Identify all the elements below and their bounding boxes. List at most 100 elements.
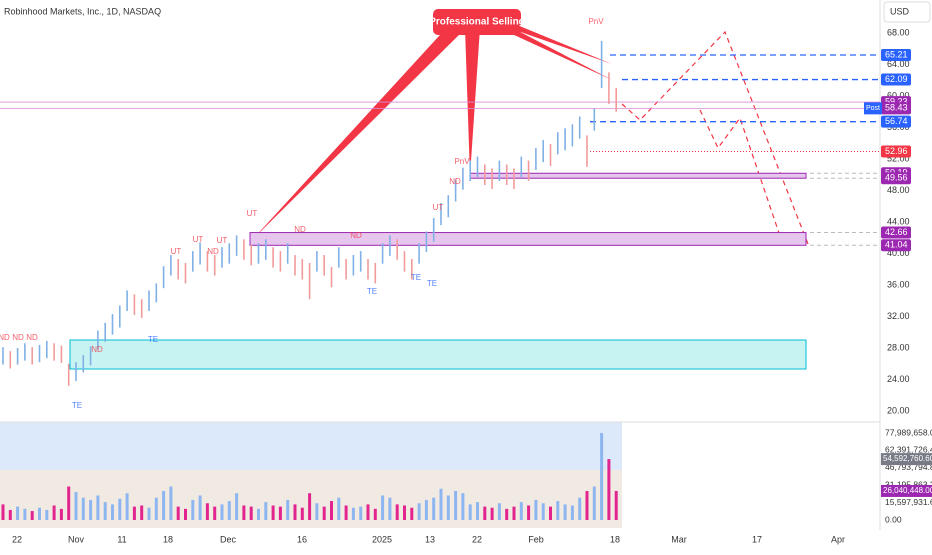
price-badge	[881, 226, 911, 239]
price-badge-label: 49.56	[885, 173, 908, 183]
volume-bar	[483, 506, 487, 520]
signal-label: ND	[0, 333, 10, 342]
signal-label: ND	[449, 177, 461, 186]
y-tick-label: 44.00	[887, 216, 910, 226]
currency-box	[883, 1, 931, 23]
x-tick-label: 13	[425, 534, 435, 544]
price-badge	[881, 48, 911, 61]
volume-bar	[16, 506, 20, 520]
volume-bar	[497, 503, 501, 520]
volume-bar	[286, 499, 290, 520]
volume-tick-label: 77,989,658.00	[885, 427, 932, 437]
signal-label: TE	[148, 335, 158, 344]
volume-bar	[38, 507, 41, 520]
signal-label: UT	[433, 203, 444, 212]
volume-bar	[96, 495, 100, 520]
volume-bar	[563, 504, 567, 520]
volume-bar	[410, 507, 414, 520]
price-badge	[881, 102, 911, 115]
volume-tick-label: 15,597,931.60	[885, 497, 932, 507]
volume-bar	[381, 495, 385, 520]
y-tick-label: 28.00	[887, 342, 910, 352]
volume-bar	[169, 486, 173, 520]
volume-bar	[351, 507, 355, 520]
volume-bar	[344, 505, 348, 520]
zone	[469, 172, 807, 179]
signal-label: UT	[171, 247, 182, 256]
y-tick-label: 32.00	[887, 311, 910, 321]
signal-label: TE	[427, 279, 437, 288]
callout-text: Professional Selling	[429, 17, 525, 28]
volume-bar	[184, 508, 187, 520]
volume-bar	[271, 505, 275, 520]
volume-bar	[585, 490, 589, 520]
x-tick-label: Nov	[68, 534, 85, 544]
volume-bar	[111, 504, 114, 520]
signal-label: ND	[207, 247, 219, 256]
price-badge	[881, 172, 911, 185]
signal-label: UT	[193, 235, 204, 244]
price-badge	[881, 73, 911, 86]
signal-label: UT	[217, 236, 228, 245]
volume-bar	[198, 495, 202, 520]
volume-bar	[439, 488, 443, 520]
volume-bar	[490, 507, 494, 520]
volume-bar	[417, 503, 421, 520]
y-tick-label: 36.00	[887, 279, 910, 289]
volume-bar	[461, 493, 465, 520]
x-tick-label: 22	[12, 534, 22, 544]
volume-bar	[446, 495, 450, 520]
x-tick-label: Mar	[671, 534, 687, 544]
signal-label: PnV	[588, 17, 604, 26]
volume-bar	[300, 507, 304, 520]
volume-bar	[23, 508, 27, 520]
y-tick-label: 20.00	[887, 405, 910, 415]
volume-bar	[264, 502, 268, 520]
volume-tick-label: 62,391,726.40	[885, 445, 932, 455]
x-tick-label: 11	[117, 534, 126, 544]
y-tick-label: 68.00	[887, 27, 910, 37]
volume-bar	[308, 493, 312, 520]
volume-bar	[235, 493, 239, 520]
price-badge	[881, 239, 911, 252]
x-tick-label: Apr	[831, 534, 845, 544]
signal-label: ND	[26, 333, 38, 342]
volume-bar	[549, 506, 552, 520]
volume-bar	[59, 508, 63, 520]
volume-bar	[125, 493, 129, 520]
volume-bar	[147, 507, 151, 520]
price-badge	[881, 115, 911, 128]
volume-tick-label: 0.00	[885, 514, 902, 524]
price-badge-label: 41.04	[885, 240, 908, 250]
volume-bar	[600, 433, 604, 520]
volume-bar	[403, 505, 406, 520]
volume-bar	[118, 498, 122, 520]
volume-bar	[52, 505, 56, 520]
volume-bar	[322, 506, 326, 520]
chart-title: Robinhood Markets, Inc., 1D, NASDAQ	[4, 6, 161, 16]
signal-label: TE	[367, 287, 377, 296]
volume-bar	[505, 508, 509, 520]
volume-bar	[45, 509, 49, 520]
volume-bar	[373, 508, 377, 520]
signal-label: PnV	[454, 157, 470, 166]
post-label: Post	[866, 105, 880, 112]
volume-bar	[213, 506, 217, 520]
volume-bar	[359, 506, 363, 520]
signal-label: TE	[411, 273, 421, 282]
price-badge-label: 59.23	[885, 96, 908, 106]
volume-bar	[519, 502, 523, 520]
x-tick-label: 2025	[372, 534, 392, 544]
volume-bar	[249, 506, 253, 520]
volume-bar	[205, 503, 209, 520]
volume-bar	[1, 504, 5, 520]
signal-label: ND	[91, 345, 103, 354]
y-tick-label: 64.00	[887, 59, 910, 69]
price-badge-label: 58.43	[885, 103, 908, 113]
x-tick-label: 22	[472, 534, 482, 544]
volume-tick-label: 31,195,863.20	[885, 479, 932, 489]
volume-badge-label: 54,592,760.60	[883, 454, 932, 463]
volume-bar	[81, 497, 85, 520]
price-badge-label: 65.21	[885, 49, 908, 59]
